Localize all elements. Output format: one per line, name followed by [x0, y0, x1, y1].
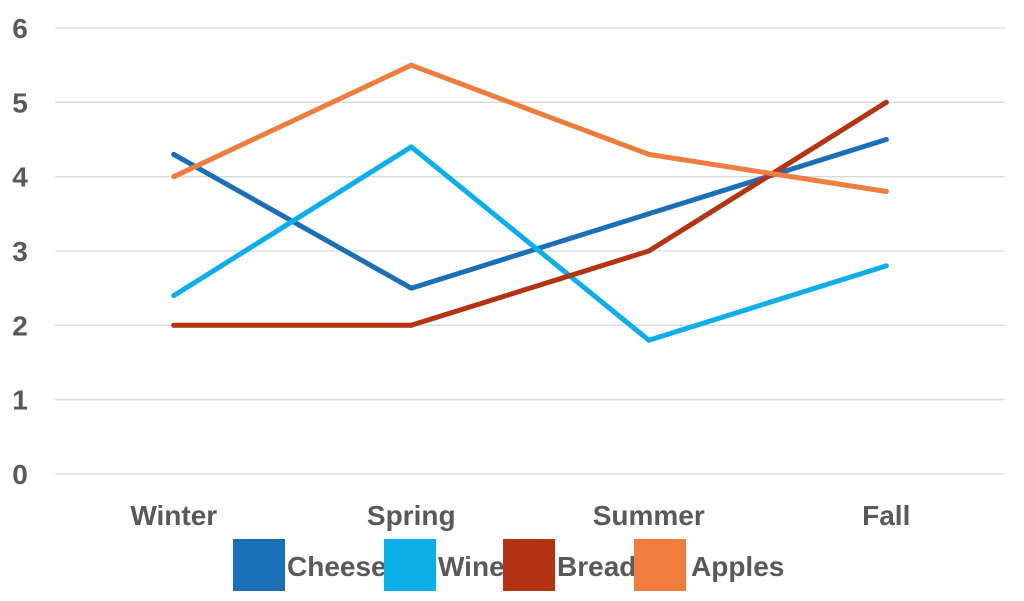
- data-point-cheese: [883, 137, 889, 142]
- y-tick-label: 6: [12, 13, 28, 44]
- data-point-bread: [408, 322, 414, 328]
- data-point-bread: [646, 248, 652, 254]
- x-axis-ticks: Winter Spring Summer Fall: [130, 500, 910, 531]
- legend-label-wine: Wine: [438, 551, 505, 582]
- data-point-cheese: [408, 285, 414, 291]
- data-point-wine: [646, 337, 652, 343]
- series-line-wine: [171, 144, 889, 343]
- legend-swatch-wine: [384, 539, 436, 591]
- data-point-cheese: [646, 211, 652, 217]
- data-point-apples: [883, 189, 889, 195]
- data-point-bread: [171, 322, 177, 328]
- y-tick-label: 4: [12, 162, 28, 193]
- x-tick-label: Fall: [862, 500, 910, 531]
- series-line-cheese: [171, 137, 889, 291]
- legend: Cheese Wine Bread Apples: [233, 539, 784, 591]
- legend-label-cheese: Cheese: [287, 551, 387, 582]
- y-axis-ticks: 0 1 2 3 4 5 6: [12, 13, 28, 490]
- series-lines: [171, 62, 889, 343]
- x-tick-label: Winter: [130, 500, 217, 531]
- data-point-bread: [883, 99, 889, 105]
- legend-label-bread: Bread: [557, 551, 636, 582]
- data-point-cheese: [171, 151, 177, 157]
- series-line-apples: [171, 62, 889, 194]
- data-point-apples: [646, 151, 652, 157]
- data-point-wine: [408, 144, 414, 150]
- series-line-bread: [171, 99, 889, 328]
- legend-swatch-bread: [503, 539, 555, 591]
- data-point-wine: [171, 293, 177, 299]
- y-tick-label: 0: [12, 459, 28, 490]
- legend-label-apples: Apples: [691, 551, 784, 582]
- y-tick-label: 3: [12, 236, 28, 267]
- data-point-wine: [883, 263, 889, 269]
- legend-swatch-cheese: [233, 539, 285, 591]
- x-tick-label: Summer: [593, 500, 705, 531]
- legend-swatch-apples: [634, 539, 686, 591]
- data-point-apples: [171, 174, 177, 180]
- y-tick-label: 5: [12, 87, 28, 118]
- data-point-apples: [408, 62, 414, 68]
- x-tick-label: Spring: [367, 500, 456, 531]
- y-tick-label: 2: [12, 310, 28, 341]
- y-tick-label: 1: [12, 385, 28, 416]
